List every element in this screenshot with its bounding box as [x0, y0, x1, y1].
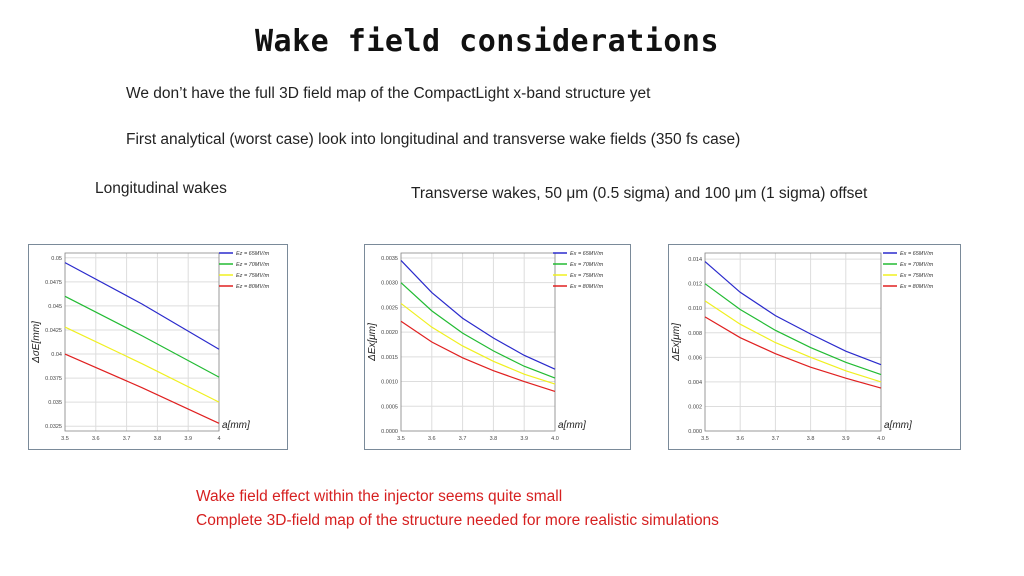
conclusion-line-2: Complete 3D-field map of the structure n… [196, 512, 719, 529]
series-line [64, 295, 220, 378]
y-tick-label: 0.012 [688, 282, 702, 288]
intro-line-2: First analytical (worst case) look into … [126, 131, 741, 148]
intro-line-1: We don’t have the full 3D field map of t… [126, 85, 651, 102]
y-axis-label: ΔEx[μm] [671, 323, 682, 362]
x-tick-label: 3.7 [772, 436, 780, 442]
x-tick-label: 3.9 [520, 436, 528, 442]
legend-label: Ex = 75MV/m [900, 273, 934, 279]
longitudinal-wakes-label: Longitudinal wakes [95, 180, 227, 197]
legend-label: Ex = 75MV/m [570, 273, 604, 279]
y-tick-label: 0.010 [688, 306, 702, 312]
x-axis-label: a[mm] [558, 420, 586, 431]
legend-label: Ex = 70MV/m [570, 262, 604, 268]
legend-label: Ez = 70MV/m [236, 262, 270, 268]
y-tick-label: 0.0475 [45, 280, 62, 286]
x-tick-label: 3.5 [397, 436, 405, 442]
y-tick-label: 0.045 [48, 304, 62, 310]
y-tick-label: 0.0010 [381, 380, 398, 386]
y-tick-label: 0.0015 [381, 355, 398, 361]
y-tick-label: 0.008 [688, 331, 702, 337]
legend-label: Ez = 80MV/m [236, 284, 270, 290]
legend-label: Ez = 65MV/m [236, 251, 270, 257]
chart-longitudinal-svg: 0.0325 0.035 0.0375 0.04 0.0425 0.045 0.0475 0.… [31, 251, 270, 442]
legend-label: Ex = 80MV/m [900, 284, 934, 290]
series-line [64, 353, 220, 424]
series-line [704, 316, 882, 389]
legend-label: Ez = 75MV/m [236, 273, 270, 279]
x-tick-label: 3.6 [736, 436, 744, 442]
x-tick-label: 3.5 [61, 436, 69, 442]
x-tick-label: 3.8 [154, 436, 162, 442]
legend-label: Ex = 80MV/m [570, 284, 604, 290]
y-tick-label: 0.006 [688, 355, 702, 361]
y-axis-label: ΔEx[μm] [367, 323, 378, 362]
transverse-wakes-label: Transverse wakes, 50 μm (0.5 sigma) and … [411, 185, 868, 202]
y-tick-label: 0.002 [688, 404, 702, 410]
y-tick-label: 0.014 [688, 257, 702, 263]
y-tick-label: 0.0375 [45, 376, 62, 382]
x-tick-label: 3.6 [428, 436, 436, 442]
series-line [400, 282, 556, 379]
x-tick-label: 3.9 [842, 436, 850, 442]
series-line [64, 262, 220, 350]
series-line [64, 326, 220, 403]
y-tick-label: 0.0025 [381, 305, 398, 311]
plot-frame [704, 252, 882, 432]
y-tick-label: 0.0325 [45, 424, 62, 430]
x-tick-label: 4.0 [877, 436, 885, 442]
x-tick-label: 4.0 [551, 436, 559, 442]
series-line [704, 300, 882, 383]
x-tick-label: 3.6 [92, 436, 100, 442]
x-tick-label: 3.7 [459, 436, 467, 442]
y-tick-label: 0.0035 [381, 256, 398, 262]
series-line [400, 260, 556, 370]
y-tick-label: 0.0020 [381, 330, 398, 336]
y-tick-label: 0.0000 [381, 429, 398, 435]
x-axis-label: a[mm] [222, 420, 250, 431]
chart-transverse-100um-svg: 0.000 0.002 0.004 0.006 0.008 0.010 0.012 0.014… [671, 251, 934, 442]
chart-transverse-100um: 0.000 0.002 0.004 0.006 0.008 0.010 0.012 0.014… [668, 244, 961, 450]
x-tick-label: 3.9 [184, 436, 192, 442]
chart-longitudinal: 0.0325 0.035 0.0375 0.04 0.0425 0.045 0.0475 0.… [28, 244, 288, 450]
x-tick-label: 3.5 [701, 436, 709, 442]
conclusion-line-1: Wake field effect within the injector se… [196, 488, 563, 505]
series-line [704, 283, 882, 376]
y-tick-label: 0.0425 [45, 328, 62, 334]
slide-title: Wake field considerations [254, 24, 720, 59]
series-line [704, 261, 882, 366]
legend-label: Ex = 70MV/m [900, 262, 934, 268]
plot-frame [64, 252, 220, 432]
x-tick-label: 3.8 [490, 436, 498, 442]
y-tick-label: 0.000 [688, 429, 702, 435]
legend-label: Ex = 65MV/m [900, 251, 934, 257]
y-tick-label: 0.0005 [381, 404, 398, 410]
y-tick-label: 0.05 [51, 256, 62, 262]
y-tick-label: 0.035 [48, 400, 62, 406]
y-tick-label: 0.04 [51, 352, 62, 358]
legend-label: Ex = 65MV/m [570, 251, 604, 257]
x-tick-label: 3.8 [807, 436, 815, 442]
x-axis-label: a[mm] [884, 420, 912, 431]
plot-frame [400, 252, 556, 432]
y-tick-label: 0.0030 [381, 281, 398, 287]
y-tick-label: 0.004 [688, 380, 702, 386]
x-tick-label: 3.7 [123, 436, 131, 442]
y-axis-label: ΔσE[mm] [31, 321, 42, 364]
chart-transverse-50um-svg: 0.0000 0.0005 0.0010 0.0015 0.0020 0.0025 0.00… [367, 251, 604, 442]
series-line [400, 320, 556, 393]
x-tick-label: 4 [217, 436, 220, 442]
chart-transverse-50um: 0.0000 0.0005 0.0010 0.0015 0.0020 0.0025 0.00… [364, 244, 631, 450]
series-line [400, 302, 556, 385]
